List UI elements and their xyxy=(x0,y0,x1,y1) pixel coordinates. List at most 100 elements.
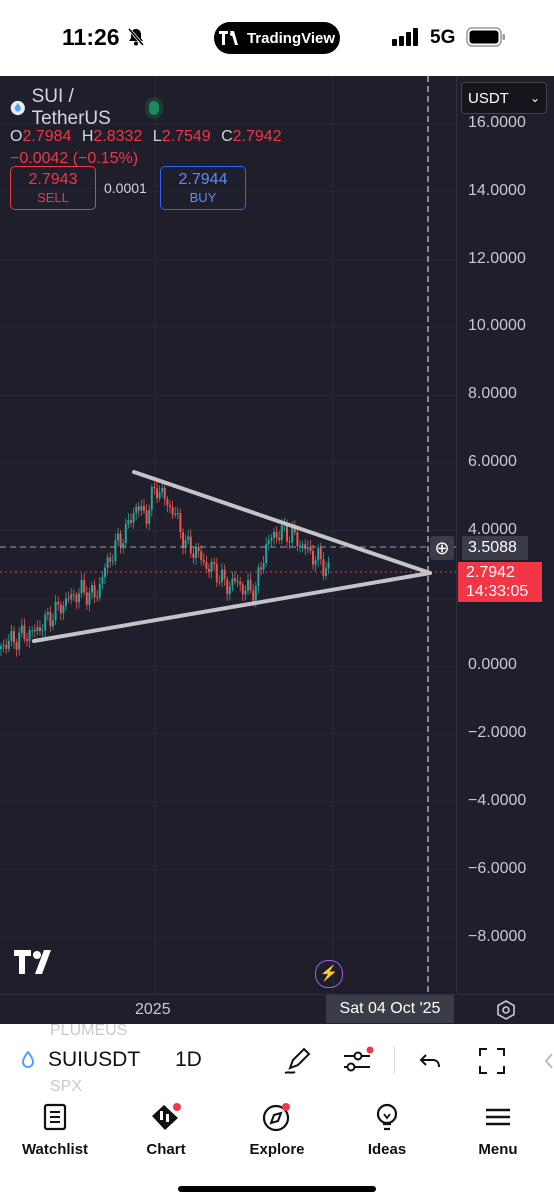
ghost-symbol-bottom: SPX xyxy=(50,1078,83,1095)
crosshair-date-tag: Sat 04 Oct '25 xyxy=(326,995,454,1023)
candle-body xyxy=(41,630,44,632)
candle-body xyxy=(221,569,223,583)
candle-body xyxy=(226,579,229,595)
app-pill[interactable]: TradingView xyxy=(214,22,340,54)
candle-body xyxy=(96,597,99,599)
candle-body xyxy=(291,527,294,543)
candle-body xyxy=(83,579,86,593)
ideas-icon xyxy=(376,1103,398,1131)
price-chart[interactable] xyxy=(0,76,554,1024)
app-pill-label: TradingView xyxy=(246,29,336,47)
candle-body xyxy=(44,614,47,631)
candle-body xyxy=(215,563,218,582)
flash-icon[interactable]: ⚡ xyxy=(315,960,343,988)
candle-body xyxy=(234,578,236,582)
ghost-symbol-top: PLUMEUS xyxy=(50,1022,128,1039)
sui-small-icon xyxy=(21,1051,35,1068)
candle-body xyxy=(153,487,156,489)
battery-icon xyxy=(466,27,505,47)
currency-select[interactable]: USDT ⌄ xyxy=(461,82,547,114)
undo-icon[interactable] xyxy=(418,1046,444,1076)
buy-label: BUY xyxy=(189,190,217,205)
candle-body xyxy=(228,586,231,595)
upper-trendline xyxy=(132,470,432,575)
nav-label: Explore xyxy=(249,1141,305,1158)
candle-body xyxy=(163,487,166,500)
candle-body xyxy=(314,560,317,565)
nav-watchlist[interactable]: Watchlist xyxy=(10,1102,100,1158)
tradingview-watermark-icon[interactable] xyxy=(14,950,56,974)
nav-label: Watchlist xyxy=(21,1141,89,1158)
symbol-toolbar: PLUMEUS SPX SUIUSDT 1D xyxy=(0,1022,554,1095)
candle-body xyxy=(312,551,314,565)
candle-body xyxy=(286,522,288,542)
y-tick-label: −4.0000 xyxy=(468,792,527,809)
candle-body xyxy=(182,532,184,548)
candle-body xyxy=(327,562,330,569)
candle-body xyxy=(111,560,114,562)
candle-body xyxy=(114,540,117,561)
candle-body xyxy=(145,510,148,524)
cell-signal-icon xyxy=(392,28,418,46)
time-axis[interactable]: 2025 Sat 04 Oct '25 xyxy=(0,994,554,1024)
candle-body xyxy=(130,520,132,523)
chevron-down-icon: ⌄ xyxy=(529,91,540,105)
nav-explore[interactable]: Explore xyxy=(232,1102,322,1158)
candle-body xyxy=(15,642,18,650)
candle-body xyxy=(247,579,249,591)
candle-body xyxy=(288,541,291,543)
candle-body xyxy=(46,612,49,615)
candle-body xyxy=(148,509,151,524)
candle-body xyxy=(54,601,57,621)
bar-countdown: 14:33:05 xyxy=(466,583,529,600)
more-arrow-icon[interactable] xyxy=(540,1046,554,1076)
indicators-icon[interactable] xyxy=(342,1046,376,1076)
network-type: 5G xyxy=(430,27,456,48)
spread-value: 0.0001 xyxy=(104,180,147,196)
candle-body xyxy=(166,499,169,506)
nav-label: Ideas xyxy=(367,1141,407,1158)
draw-icon[interactable] xyxy=(282,1046,312,1076)
watchlist-icon xyxy=(43,1103,67,1131)
candle-body xyxy=(5,644,8,649)
y-tick-label: −2.0000 xyxy=(468,724,527,742)
candle-body xyxy=(202,560,205,563)
candle-body xyxy=(62,605,65,614)
candle-body xyxy=(127,520,130,525)
market-status-icon[interactable] xyxy=(149,101,160,115)
interval-button[interactable]: 1D xyxy=(175,1048,202,1071)
candle-body xyxy=(275,532,278,538)
settings-icon[interactable] xyxy=(496,1000,516,1020)
symbol-title[interactable]: SUI / TetherUS xyxy=(31,86,111,129)
candle-body xyxy=(169,505,171,508)
candle-body xyxy=(101,577,104,584)
tradingview-logo-icon xyxy=(218,31,238,45)
buy-button[interactable]: 2.7944 BUY xyxy=(160,166,246,210)
home-indicator[interactable] xyxy=(178,1186,376,1192)
candle-body xyxy=(85,592,88,605)
explore-icon xyxy=(262,1103,290,1132)
symbol-button[interactable]: SUIUSDT xyxy=(48,1048,141,1071)
crosshair-price-tag: 3.5088 xyxy=(462,536,528,560)
sell-button[interactable]: 2.7943 SELL xyxy=(10,166,96,210)
sell-label: SELL xyxy=(37,190,69,205)
candle-body xyxy=(0,646,2,649)
nav-ideas[interactable]: Ideas xyxy=(342,1102,432,1158)
add-alert-icon[interactable]: ⊕ xyxy=(430,536,454,560)
candle-body xyxy=(135,506,138,514)
bottom-nav: Watchlist Chart Explore Ideas Menu xyxy=(0,1094,554,1200)
candle-body xyxy=(171,507,174,515)
candle-body xyxy=(140,505,143,511)
nav-menu[interactable]: Menu xyxy=(453,1102,543,1158)
chart-area[interactable]: 16.0000 14.0000 12.0000 10.0000 8.0000 6.0000… xyxy=(0,76,554,1024)
candle-body xyxy=(301,544,304,546)
candle-body xyxy=(78,593,80,603)
candle-body xyxy=(293,527,296,533)
candle-body xyxy=(309,547,312,552)
menu-icon xyxy=(486,1108,510,1126)
candle-body xyxy=(98,583,101,598)
x-tick-2025: 2025 xyxy=(135,1001,171,1018)
nav-chart[interactable]: Chart xyxy=(121,1102,211,1158)
fullscreen-icon[interactable] xyxy=(478,1046,506,1076)
candle-body xyxy=(195,546,197,558)
